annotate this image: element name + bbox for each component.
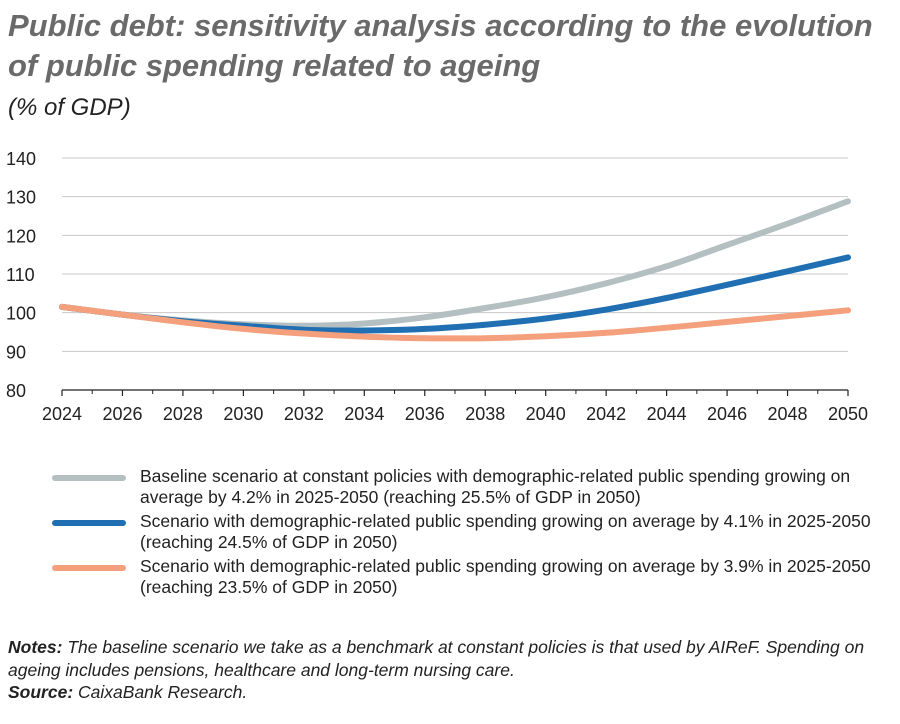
x-tick-label: 2044 <box>647 404 687 424</box>
legend-swatch-baseline <box>52 475 126 481</box>
y-tick-label: 140 <box>6 149 36 169</box>
notes-line: Notes: The baseline scenario we take as … <box>8 636 892 681</box>
x-axis: 2024 2026 2028 2030 2032 2034 2036 2038 2040 2042… <box>42 389 868 424</box>
y-tick-label: 80 <box>6 381 26 401</box>
legend-item-baseline: Baseline scenario at constant policies w… <box>52 466 892 508</box>
legend: Baseline scenario at constant policies w… <box>52 466 892 601</box>
source-line: Source: CaixaBank Research. <box>8 681 892 704</box>
x-tick-label: 2040 <box>526 404 566 424</box>
x-tick-label: 2046 <box>707 404 747 424</box>
x-tick-label: 2026 <box>102 404 142 424</box>
legend-item-4-1: Scenario with demographic-related public… <box>52 511 892 553</box>
series-line-3-9 <box>59 303 851 342</box>
source-label: Source: <box>8 682 74 702</box>
source-text: CaixaBank Research. <box>78 682 248 702</box>
chart-title: Public debt: sensitivity analysis accord… <box>8 8 873 83</box>
notes-label: Notes: <box>8 637 63 657</box>
legend-swatch-4-1 <box>52 520 126 526</box>
notes-block: Notes: The baseline scenario we take as … <box>8 636 892 704</box>
legend-item-3-9: Scenario with demographic-related public… <box>52 556 892 598</box>
x-tick-label: 2034 <box>344 404 384 424</box>
y-tick-label: 110 <box>6 265 35 285</box>
y-tick-label: 130 <box>6 188 36 208</box>
series-lines <box>59 198 851 342</box>
line-chart: 80 90 100 110 120 130 140 2024 2026 2028 2030 2032… <box>6 149 868 424</box>
y-axis: 80 90 100 110 120 130 140 <box>6 149 36 401</box>
series-line-baseline <box>59 198 851 329</box>
x-tick-label: 2048 <box>768 404 808 424</box>
x-tick-label: 2050 <box>828 404 868 424</box>
y-tick-label: 100 <box>6 304 36 324</box>
x-tick-label: 2028 <box>163 404 203 424</box>
legend-label-4-1: Scenario with demographic-related public… <box>140 511 871 552</box>
notes-text: The baseline scenario we take as a bench… <box>8 637 865 680</box>
y-tick-label: 90 <box>6 342 26 362</box>
y-tick-label: 120 <box>6 226 36 246</box>
x-tick-label: 2042 <box>586 404 626 424</box>
x-tick-label: 2038 <box>465 404 505 424</box>
legend-label-baseline: Baseline scenario at constant policies w… <box>140 466 851 507</box>
legend-label-3-9: Scenario with demographic-related public… <box>140 556 871 597</box>
grid-lines <box>62 157 848 352</box>
x-tick-label: 2030 <box>223 404 263 424</box>
chart-subtitle: (% of GDP) <box>8 94 131 121</box>
x-tick-label: 2036 <box>405 404 445 424</box>
legend-swatch-3-9 <box>52 565 126 571</box>
x-tick-label: 2032 <box>284 404 324 424</box>
x-tick-label: 2024 <box>42 404 82 424</box>
